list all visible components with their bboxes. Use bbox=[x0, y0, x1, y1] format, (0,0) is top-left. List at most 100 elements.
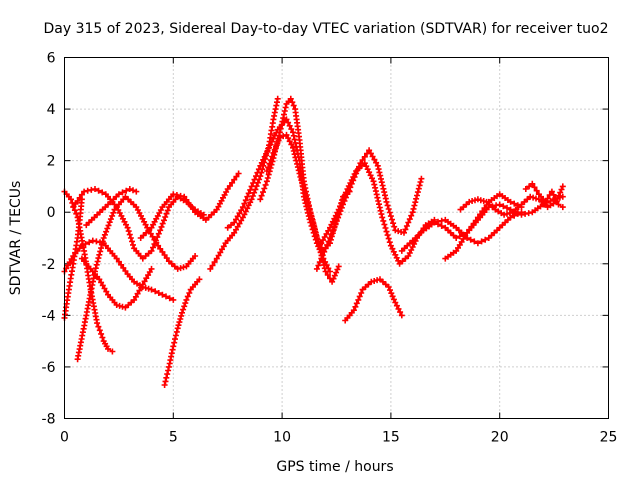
data-point bbox=[318, 255, 325, 262]
data-point bbox=[417, 179, 424, 185]
data-point bbox=[405, 219, 412, 226]
data-point bbox=[148, 247, 155, 254]
data-point bbox=[392, 299, 399, 306]
data-point bbox=[333, 269, 340, 276]
data-point bbox=[161, 252, 168, 258]
data-point bbox=[386, 209, 393, 216]
data-point bbox=[522, 186, 529, 192]
satellite-track-16 bbox=[342, 276, 405, 324]
data-point bbox=[145, 272, 152, 279]
data-point bbox=[181, 303, 188, 310]
data-point bbox=[265, 164, 272, 171]
data-point bbox=[265, 171, 272, 178]
data-point bbox=[99, 238, 106, 245]
data-point bbox=[514, 210, 521, 217]
data-point bbox=[474, 214, 481, 221]
data-point bbox=[270, 149, 277, 156]
data-point bbox=[141, 278, 148, 285]
data-point bbox=[96, 251, 103, 258]
data-point bbox=[126, 186, 133, 192]
satellite-track-13 bbox=[263, 131, 342, 285]
data-point bbox=[138, 284, 145, 291]
data-point bbox=[374, 194, 381, 201]
data-point bbox=[251, 189, 258, 196]
data-point bbox=[544, 195, 551, 202]
data-point bbox=[414, 189, 421, 196]
data-point bbox=[353, 300, 360, 307]
data-point bbox=[506, 210, 513, 217]
data-point bbox=[558, 186, 565, 193]
data-point bbox=[321, 234, 328, 240]
data-point bbox=[387, 213, 394, 220]
data-point bbox=[380, 217, 387, 224]
x-tick-label: 0 bbox=[60, 430, 69, 446]
data-point bbox=[255, 166, 262, 173]
data-point bbox=[235, 170, 242, 177]
y-tick-label: 0 bbox=[47, 205, 56, 221]
y-tick-label: -8 bbox=[42, 412, 56, 428]
data-point bbox=[529, 180, 536, 187]
data-point bbox=[92, 186, 98, 192]
data-point bbox=[338, 199, 345, 206]
data-point bbox=[530, 194, 537, 201]
data-point bbox=[238, 217, 245, 224]
data-point bbox=[231, 229, 238, 236]
data-point bbox=[290, 148, 297, 154]
data-point bbox=[72, 201, 79, 207]
data-point bbox=[390, 296, 397, 303]
data-point bbox=[283, 131, 290, 138]
data-point bbox=[273, 143, 279, 150]
data-point bbox=[68, 256, 75, 263]
data-point bbox=[257, 196, 264, 203]
data-point bbox=[279, 118, 286, 125]
data-point bbox=[334, 266, 341, 273]
y-tick-label: -6 bbox=[42, 360, 56, 376]
data-point bbox=[155, 290, 162, 296]
data-point bbox=[555, 201, 562, 208]
data-point bbox=[183, 196, 190, 203]
data-point bbox=[163, 374, 170, 381]
data-point bbox=[88, 186, 95, 193]
data-point bbox=[385, 284, 392, 290]
data-point bbox=[500, 203, 507, 210]
data-point bbox=[101, 285, 108, 292]
data-point bbox=[82, 241, 89, 247]
data-point bbox=[115, 258, 122, 265]
data-point bbox=[152, 237, 159, 244]
data-point bbox=[381, 221, 388, 228]
data-point bbox=[356, 293, 363, 300]
data-point bbox=[552, 195, 559, 201]
data-point bbox=[158, 223, 165, 230]
data-point bbox=[288, 141, 295, 148]
data-point bbox=[416, 182, 423, 189]
data-point bbox=[145, 285, 152, 292]
data-point bbox=[159, 248, 166, 255]
data-point bbox=[254, 169, 261, 176]
data-point bbox=[104, 225, 111, 232]
data-point bbox=[384, 202, 391, 209]
data-point bbox=[306, 207, 313, 213]
data-point bbox=[180, 264, 187, 271]
data-point bbox=[118, 261, 125, 268]
data-point bbox=[511, 200, 518, 207]
data-point bbox=[321, 248, 328, 255]
data-point bbox=[274, 140, 281, 147]
data-point bbox=[402, 226, 409, 233]
data-point bbox=[155, 242, 162, 249]
x-tick-label: 10 bbox=[273, 430, 291, 446]
data-point bbox=[119, 303, 126, 310]
data-point bbox=[124, 224, 131, 231]
data-point bbox=[533, 187, 540, 194]
data-point bbox=[277, 125, 284, 132]
data-point bbox=[233, 173, 240, 180]
data-point bbox=[148, 286, 155, 293]
data-point bbox=[185, 199, 192, 206]
data-point bbox=[245, 190, 252, 197]
data-point bbox=[312, 229, 319, 236]
data-point bbox=[387, 287, 393, 294]
data-point bbox=[274, 95, 281, 102]
data-point bbox=[395, 305, 402, 312]
data-point bbox=[313, 265, 320, 272]
data-point bbox=[456, 233, 463, 240]
data-point bbox=[280, 133, 287, 140]
